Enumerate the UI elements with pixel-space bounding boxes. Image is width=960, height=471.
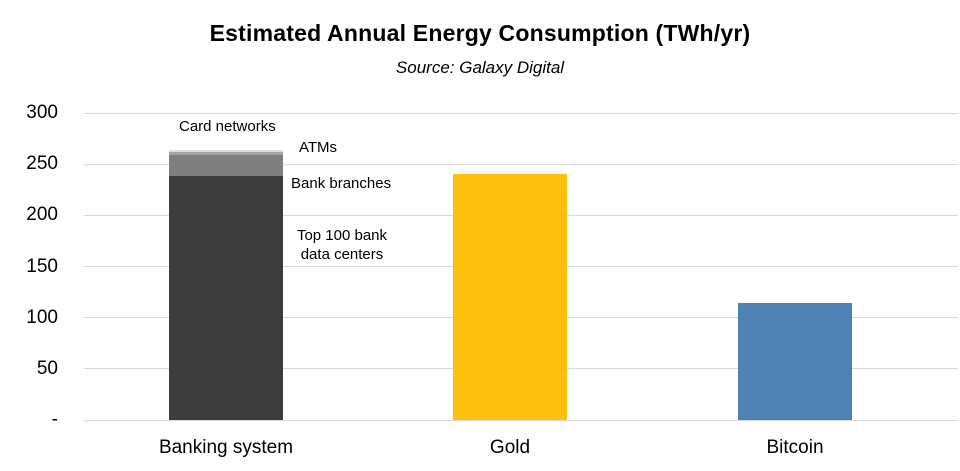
bar-segment-gold: [453, 173, 567, 420]
bar-segment-card-networks: [169, 150, 283, 153]
y-axis-tick-label: 250: [26, 153, 58, 175]
y-axis-tick-label: 200: [26, 204, 58, 226]
gridline-250: [84, 163, 958, 165]
y-axis-tick-label: 100: [26, 306, 58, 328]
x-axis-label-banking-system: Banking system: [158, 437, 294, 458]
y-axis-tick-label: -: [51, 409, 58, 430]
y-axis-tick-label: 150: [26, 255, 58, 277]
chart-title: Estimated Annual Energy Consumption (TWh…: [209, 20, 751, 46]
bar-segment-top-100-bank-data-centers: [169, 175, 283, 420]
bar-segment-bitcoin: [738, 303, 852, 420]
chart-subtitle: Source: Galaxy Digital: [395, 58, 565, 77]
y-axis-tick-label: 300: [26, 102, 58, 123]
bar-segment-bank-branches: [169, 155, 283, 176]
x-axis-label-bitcoin: Bitcoin: [766, 437, 824, 458]
gridline-0: [84, 419, 958, 421]
annotation-atms: ATMs: [299, 139, 338, 156]
gridline-300: [84, 112, 958, 114]
annotation-bank-branches: Bank branches: [291, 175, 392, 192]
annotation-card-networks: Card networks: [179, 118, 276, 135]
bar-segment-atms: [169, 152, 283, 156]
annotation-top-100-bank-data-centers: Top 100 bank data centers: [296, 227, 388, 263]
y-axis-tick-label: 50: [36, 357, 58, 379]
x-axis-label-gold: Gold: [489, 437, 531, 458]
